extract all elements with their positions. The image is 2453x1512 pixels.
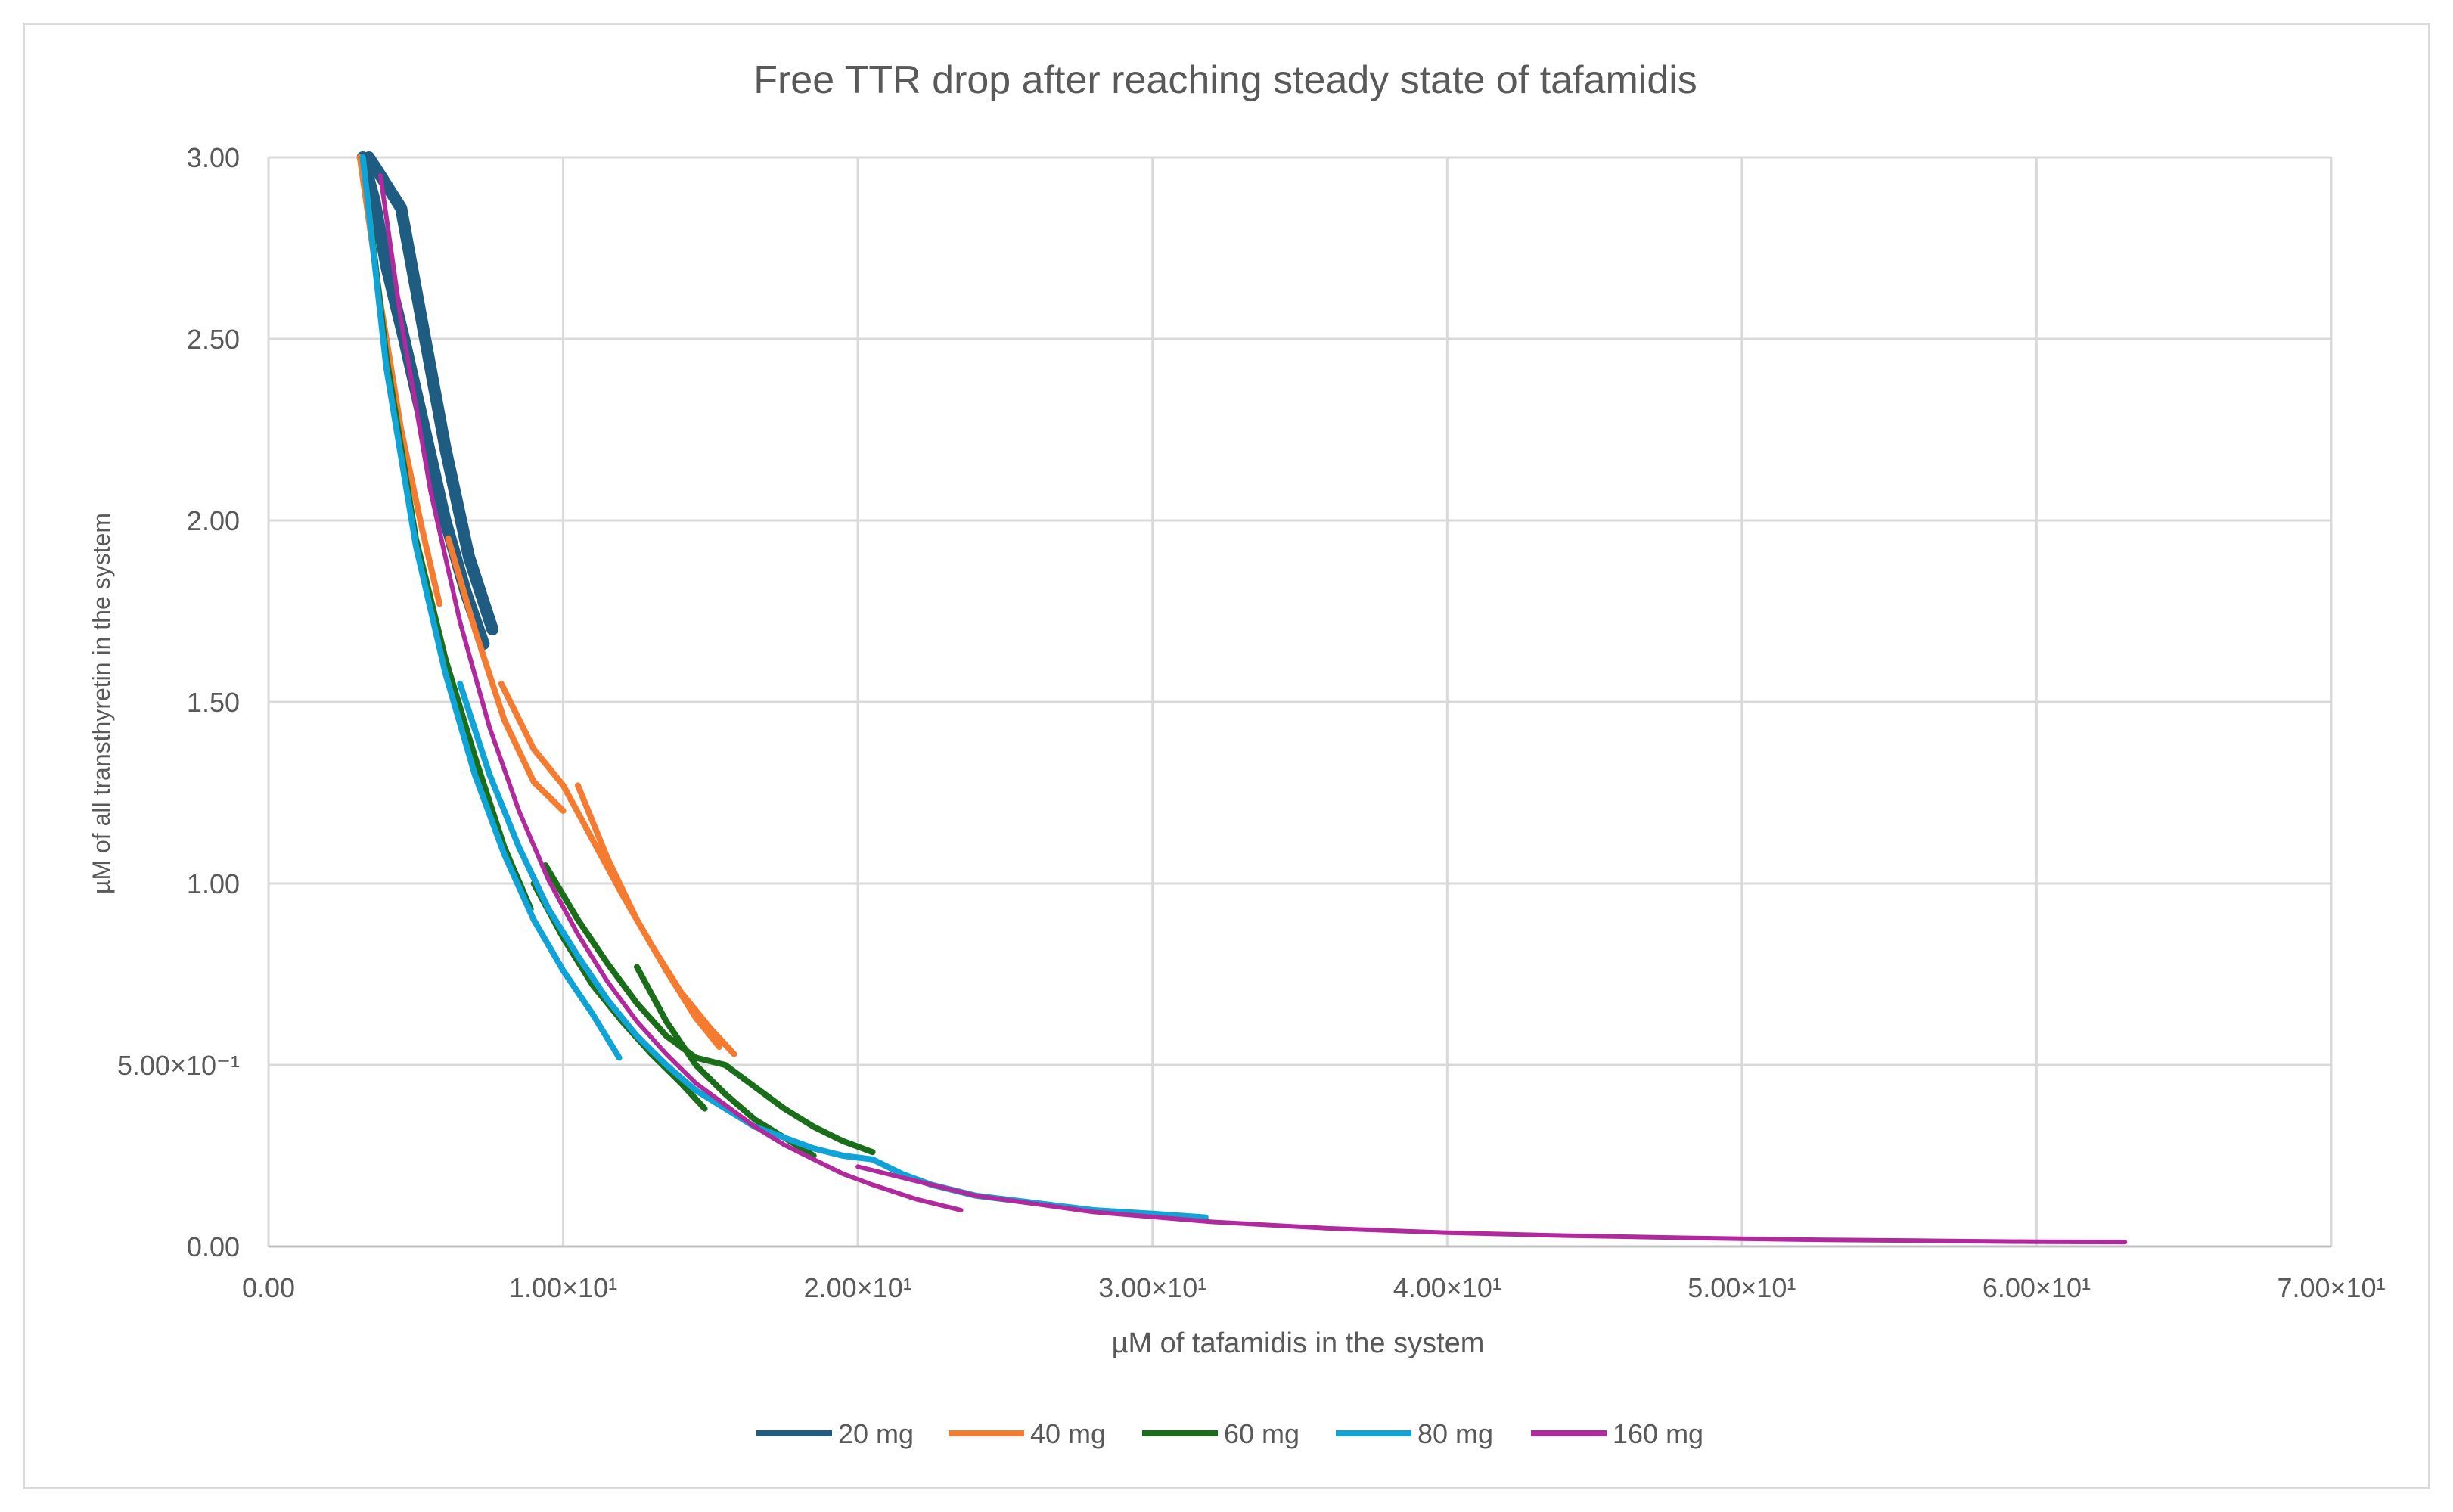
- x-tick-label: 3.00×10¹: [1098, 1272, 1206, 1303]
- x-tick-label: 6.00×10¹: [1983, 1272, 2091, 1303]
- legend-label: 60 mg: [1224, 1418, 1299, 1449]
- x-axis-label: µM of tafamidis in the system: [1112, 1327, 1485, 1359]
- legend-label: 160 mg: [1613, 1418, 1703, 1449]
- series-3: [359, 154, 1209, 1221]
- tick-layer: 0.00 1.00×10¹ 2.00×10¹ 3.00×10¹ 4.00×10¹ 5.00…: [117, 142, 2386, 1303]
- legend-label: 80 mg: [1417, 1418, 1493, 1449]
- grid-layer: [267, 156, 2333, 1248]
- series-line: [542, 862, 876, 1156]
- y-tick-label: 1.00: [187, 868, 240, 899]
- chart-frame: [23, 23, 2430, 1489]
- y-tick-label: 5.00×10⁻¹: [117, 1050, 240, 1081]
- y-tick-label: 0.00: [187, 1231, 240, 1262]
- legend-label: 20 mg: [838, 1418, 914, 1449]
- series-line: [378, 173, 964, 1212]
- x-tick-label: 2.00×10¹: [804, 1272, 912, 1303]
- y-tick-label: 1.50: [187, 687, 240, 718]
- series-line: [855, 1164, 2128, 1245]
- legend-label: 40 mg: [1030, 1418, 1106, 1449]
- series-line: [575, 782, 722, 1050]
- x-tick-label: 1.00×10¹: [509, 1272, 617, 1303]
- x-tick-label: 7.00×10¹: [2277, 1272, 2385, 1303]
- x-tick-label: 4.00×10¹: [1393, 1272, 1501, 1303]
- series-line: [359, 154, 623, 1061]
- series-4: [378, 173, 2128, 1245]
- series-0: [356, 151, 499, 650]
- y-tick-label: 3.00: [187, 142, 240, 173]
- chart-title: Free TTR drop after reaching steady stat…: [753, 58, 1697, 102]
- y-axis-label: µM of all transthyretin in the system: [88, 513, 115, 894]
- y-tick-label: 2.00: [187, 505, 240, 536]
- legend: 20 mg 40 mg 60 mg 80 mg 160 mg: [756, 1418, 1703, 1449]
- series-line: [445, 536, 567, 814]
- x-tick-label: 5.00×10¹: [1688, 1272, 1796, 1303]
- x-tick-label: 0.00: [242, 1272, 295, 1303]
- series-layer: [356, 151, 2128, 1245]
- y-tick-label: 2.50: [187, 324, 240, 355]
